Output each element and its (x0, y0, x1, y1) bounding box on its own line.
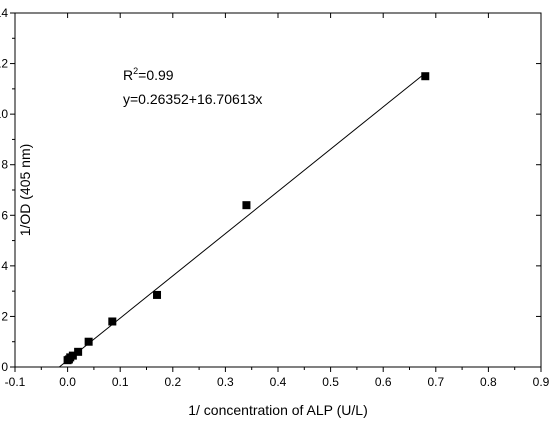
x-tick-label: 0.1 (112, 375, 129, 389)
plot-frame (14, 12, 542, 368)
data-point (421, 72, 430, 81)
x-tick-label: 0.0 (59, 375, 76, 389)
y-tick-label: 12 (0, 57, 8, 71)
y-tick-label: 0 (1, 360, 8, 374)
data-point (108, 317, 117, 326)
x-tick-label: 0.6 (375, 375, 392, 389)
y-tick-label: 10 (0, 107, 8, 121)
equation-annotation: y=0.26352+16.70613x (123, 91, 262, 107)
r2-superscript: 2 (133, 66, 138, 76)
data-point (153, 290, 162, 299)
x-tick-label: 0.9 (533, 375, 550, 389)
x-tick-label: 0.7 (427, 375, 444, 389)
data-point (84, 337, 93, 346)
data-point (68, 351, 77, 360)
data-point (242, 201, 251, 210)
axis-ticks (10, 12, 542, 372)
r2-annotation: R2=0.99 (123, 66, 174, 83)
y-tick-label: 14 (0, 6, 8, 20)
x-tick-label: 0.8 (480, 375, 497, 389)
data-point (74, 347, 83, 356)
tick-labels: -0.10.00.10.20.30.40.50.60.70.80.9024681… (0, 6, 550, 389)
y-tick-label: 8 (1, 158, 8, 172)
y-tick-label: 4 (1, 259, 8, 273)
x-tick-label: 0.4 (270, 375, 287, 389)
x-tick-label: 0.2 (164, 375, 181, 389)
x-axis-title: 1/ concentration of ALP (U/L) (188, 402, 368, 418)
fit-line (58, 72, 426, 368)
y-tick-label: 6 (1, 208, 8, 222)
x-tick-label: 0.5 (322, 375, 339, 389)
y-tick-label: 2 (1, 309, 8, 323)
x-tick-label: -0.1 (5, 375, 26, 389)
r2-base: R (123, 67, 133, 83)
r2-value: =0.99 (138, 67, 174, 83)
data-points (63, 72, 430, 365)
y-axis-title: 1/OD (405 nm) (17, 144, 33, 237)
x-tick-label: 0.3 (217, 375, 234, 389)
